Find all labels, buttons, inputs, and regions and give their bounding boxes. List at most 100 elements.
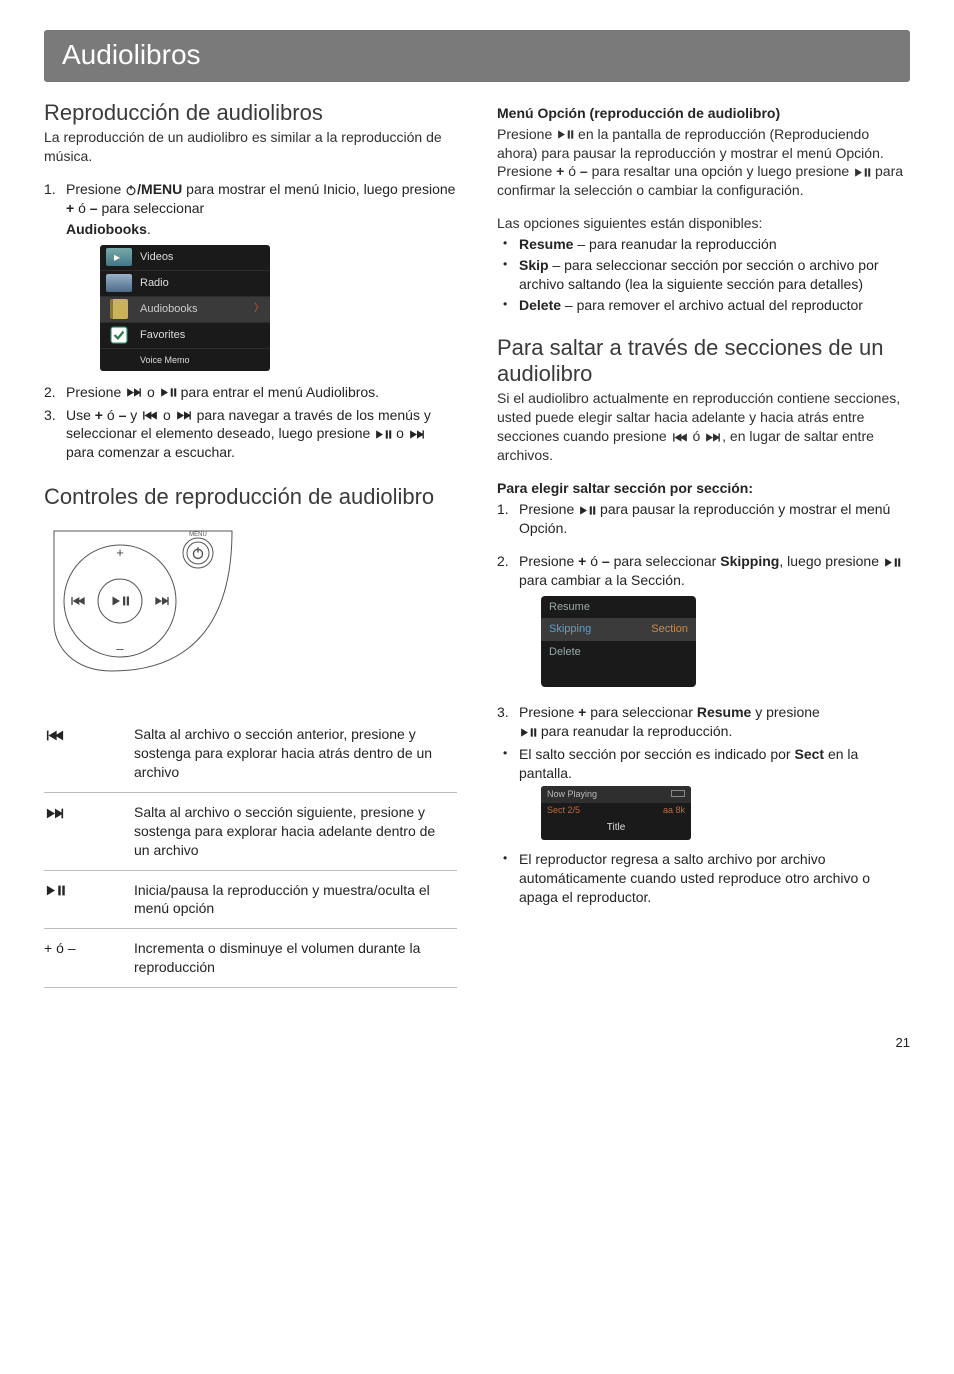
t: para entrar el menú Audiolibros.	[177, 384, 379, 400]
option-menu-screenshot: Resume Skipping Section Delete	[541, 596, 696, 687]
t: o	[392, 425, 408, 441]
t: Presione	[519, 704, 578, 720]
t: – para seleccionar sección por sección o…	[519, 257, 879, 292]
step1-text: Presione /MENU para mostrar el menú Inic…	[66, 181, 455, 216]
playpause-icon	[578, 505, 596, 516]
step-number: 1.	[497, 500, 509, 519]
plus: +	[95, 407, 103, 423]
videos-icon	[104, 246, 134, 268]
power-icon	[125, 184, 137, 196]
minus: –	[580, 163, 588, 179]
np-header: Now Playing	[541, 786, 691, 802]
menu-label: Audiobooks	[140, 302, 198, 317]
note-sect: El salto sección por sección es indicado…	[497, 745, 910, 841]
t: ó	[564, 163, 580, 179]
wheel-svg: MENU + –	[48, 525, 238, 675]
opt-row-resume: Resume	[541, 596, 696, 619]
t: Presione	[519, 553, 578, 569]
page-title: Audiolibros	[62, 39, 201, 70]
playpause-icon	[519, 727, 537, 738]
k: Skip	[519, 257, 549, 273]
t: y presione	[751, 704, 819, 720]
np-title: Title	[541, 817, 691, 841]
minus: –	[602, 553, 610, 569]
intro-paragraph: La reproducción de un audiolibro es simi…	[44, 128, 457, 166]
step-3: 3. Use + ó – y o para navegar a través d…	[44, 406, 457, 463]
t: para seleccionar	[98, 200, 205, 216]
playpause-icon	[556, 129, 574, 140]
t: para seleccionar	[586, 704, 697, 720]
t: para mostrar el menú Inicio, luego presi…	[182, 181, 455, 197]
sect-bold: Sect	[794, 746, 824, 762]
t: Presione	[66, 181, 125, 197]
control-symbol: + ó –	[44, 929, 134, 988]
steps-list: 1. Presione /MENU para mostrar el menú I…	[44, 180, 457, 462]
t: ó	[689, 428, 705, 444]
favorites-icon	[104, 324, 134, 346]
page-number: 21	[44, 1034, 910, 1052]
options-list: Resume – para reanudar la reproducción S…	[497, 235, 910, 315]
controls-table: Salta al archivo o sección anterior, pre…	[44, 715, 457, 988]
k: Delete	[519, 297, 561, 313]
menu-row-favorites: Favorites	[100, 323, 270, 349]
heading-controles: Controles de reproducción de audiolibro	[44, 484, 457, 510]
control-wheel-diagram: MENU + –	[48, 525, 457, 682]
menu-row-videos: Videos	[100, 245, 270, 271]
note-auto-reset: El reproductor regresa a salto archivo p…	[497, 850, 910, 907]
voicememo-icon	[104, 349, 134, 371]
menu-label: Radio	[140, 276, 169, 291]
table-row: Inicia/pausa la reproducción y muestra/o…	[44, 870, 457, 929]
radio-icon	[104, 272, 134, 294]
opciones-intro: Las opciones siguientes están disponible…	[497, 214, 910, 233]
heading-menu-opcion: Menú Opción (reproducción de audiolibro)	[497, 104, 910, 123]
t: ó	[74, 200, 90, 216]
playpause-icon	[853, 167, 871, 178]
step1-bold-line: Audiobooks.	[66, 220, 457, 239]
skip-steps-3: 3. Presione + para seleccionar Resume y …	[497, 703, 910, 741]
skip-notes: El salto sección por sección es indicado…	[497, 745, 910, 907]
np-codec: aa 8k	[663, 804, 685, 816]
opt-row-delete: Delete	[541, 641, 696, 664]
control-symbol	[44, 870, 134, 929]
menu-label: Videos	[140, 250, 173, 265]
menu-label: Voice Memo	[140, 354, 190, 366]
t: Use	[66, 407, 95, 423]
t: Presione	[497, 126, 556, 142]
opt-row-blank	[541, 664, 696, 687]
menu-row-radio: Radio	[100, 271, 270, 297]
opt-label: Skipping	[549, 622, 591, 637]
chevron-icon: 〉	[254, 302, 264, 316]
prev-icon	[141, 410, 159, 421]
menu-label: Favorites	[140, 328, 185, 343]
skipping-bold: Skipping	[720, 553, 779, 569]
menu-screenshot: Videos Radio Audiobooks 〉 Favorites	[100, 245, 270, 371]
t: o	[143, 384, 159, 400]
prev-icon	[44, 729, 66, 742]
plus: +	[66, 200, 74, 216]
menu-row-voicememo: Voice Memo	[100, 349, 270, 371]
dot: .	[147, 221, 151, 237]
t: y	[126, 407, 141, 423]
check-icon	[110, 326, 128, 344]
np-sect: Sect 2/5	[547, 804, 580, 816]
svg-text:MENU: MENU	[189, 532, 207, 538]
t: para comenzar a escuchar.	[66, 444, 235, 460]
step-number: 3.	[497, 703, 509, 722]
step-number: 3.	[44, 406, 56, 425]
step-number: 2.	[44, 383, 56, 402]
step-number: 2.	[497, 552, 509, 571]
option-delete: Delete – para remover el archivo actual …	[497, 296, 910, 315]
t: Presione	[519, 501, 578, 517]
menu-bold: /MENU	[137, 181, 182, 197]
battery-icon	[671, 790, 685, 797]
resume-bold: Resume	[697, 704, 751, 720]
svg-text:+: +	[116, 545, 124, 560]
step-1: 1. Presione /MENU para mostrar el menú I…	[44, 180, 457, 371]
skip-step-1: 1. Presione para pausar la reproducción …	[497, 500, 910, 538]
nowplaying-screenshot: Now Playing Sect 2/5 aa 8k Title	[541, 786, 691, 840]
option-skip: Skip – para seleccionar sección por secc…	[497, 256, 910, 294]
t: para resaltar una opción y luego presion…	[588, 163, 853, 179]
content-columns: Reproducción de audiolibros La reproducc…	[44, 96, 910, 988]
heading-reproduccion: Reproducción de audiolibros	[44, 100, 457, 126]
t: ó	[586, 553, 602, 569]
